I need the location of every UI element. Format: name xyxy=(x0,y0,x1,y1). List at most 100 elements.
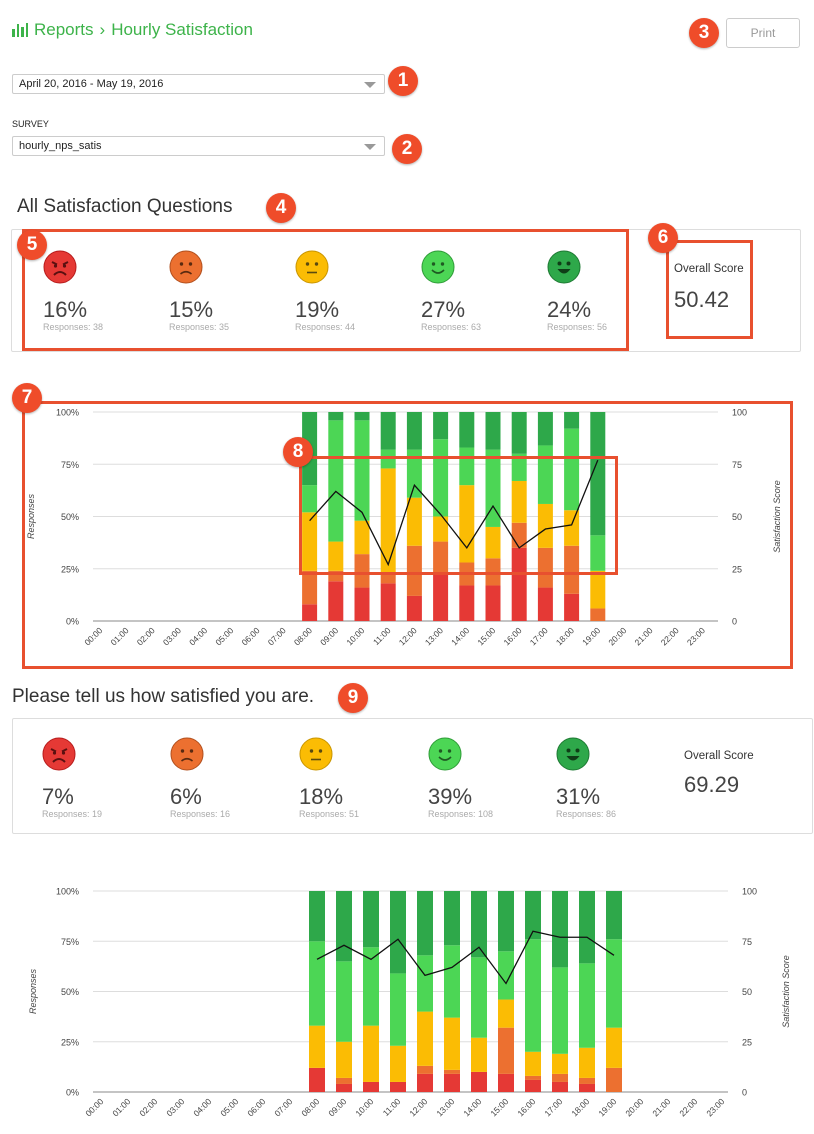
breadcrumb-separator: › xyxy=(99,20,106,39)
y2-tick-label: 100 xyxy=(732,408,747,418)
callout-badge: 6 xyxy=(648,223,678,253)
bar-segment xyxy=(579,1083,595,1092)
y-tick-label: 100% xyxy=(56,887,79,897)
bar-segment xyxy=(606,1067,622,1092)
bar-segment xyxy=(309,891,325,942)
bar-segment xyxy=(525,891,541,940)
bar-segment xyxy=(406,449,422,498)
y2-tick-label: 75 xyxy=(732,460,742,470)
unhappy-face-icon xyxy=(169,250,203,284)
bar-segment xyxy=(498,999,514,1028)
bar-segment xyxy=(471,891,487,958)
callout-badge: 9 xyxy=(338,683,368,713)
y-tick-label: 25% xyxy=(61,1037,79,1047)
bar-segment xyxy=(380,468,396,573)
y-axis-label: Responses xyxy=(26,493,36,539)
bar-segment xyxy=(406,412,422,450)
rating-responses: Responses: 44 xyxy=(295,322,356,332)
bar-segment xyxy=(525,939,541,1052)
bar-segment xyxy=(511,547,527,621)
neutral-face-icon xyxy=(299,737,333,771)
chart-highlight-box xyxy=(22,401,793,669)
very-happy-face-icon xyxy=(547,250,581,284)
rating-responses: Responses: 19 xyxy=(42,809,103,819)
rating-responses: Responses: 56 xyxy=(547,322,608,332)
y-tick-label: 0% xyxy=(66,617,79,627)
bar-segment xyxy=(485,585,501,621)
bar-segment xyxy=(417,891,433,956)
very-unhappy-face-icon xyxy=(42,737,76,771)
rating-responses: Responses: 35 xyxy=(169,322,230,332)
score-line-highlight-box xyxy=(299,456,618,575)
bar-segment xyxy=(302,485,318,513)
bar-segment xyxy=(552,1053,568,1074)
print-button[interactable]: Print xyxy=(726,18,800,48)
bar-segment xyxy=(328,541,344,571)
bar-segment xyxy=(328,412,344,421)
bar-segment xyxy=(433,541,449,573)
breadcrumb-reports-link[interactable]: Reports xyxy=(34,20,94,39)
survey-value: hourly_nps_satis xyxy=(19,140,102,152)
bar-segment xyxy=(406,497,422,546)
bar-segment xyxy=(390,1081,406,1092)
x-tick-label: 08:00 xyxy=(299,1096,321,1118)
y-tick-label: 75% xyxy=(61,937,79,947)
bar-segment xyxy=(363,947,379,1026)
date-range-select[interactable]: April 20, 2016 - May 19, 2016 xyxy=(12,74,385,94)
bar-segment xyxy=(309,1025,325,1068)
bar-segment xyxy=(471,957,487,1038)
rating-percent: 7% xyxy=(42,784,74,809)
bar-segment xyxy=(498,951,514,1000)
unhappy-face-icon xyxy=(170,737,204,771)
bar-segment xyxy=(590,608,606,621)
rating-percent: 18% xyxy=(299,784,344,809)
bar-segment xyxy=(444,945,460,1018)
bar-segment xyxy=(380,449,396,469)
bar-segment xyxy=(328,570,344,582)
bar-segment xyxy=(363,1081,379,1092)
bar-segment xyxy=(552,1081,568,1092)
survey-select[interactable]: hourly_nps_satis xyxy=(12,136,385,156)
callout-badge: 5 xyxy=(17,230,47,260)
page-title: Hourly Satisfaction xyxy=(111,20,253,39)
x-tick-label: 23:00 xyxy=(704,1096,726,1118)
bar-segment xyxy=(552,1073,568,1082)
bar-segment xyxy=(537,503,553,548)
rating-percent: 19% xyxy=(295,297,340,322)
bar-segment xyxy=(564,545,580,594)
bar-segment xyxy=(336,1083,352,1092)
bar-segment xyxy=(417,1011,433,1066)
bar-segment xyxy=(511,480,527,523)
y-tick-label: 50% xyxy=(61,987,79,997)
x-tick-label: 12:00 xyxy=(407,1096,429,1118)
summary-panel xyxy=(12,718,813,834)
x-tick-label: 19:00 xyxy=(596,1096,618,1118)
bar-segment xyxy=(590,412,606,536)
rating-percent: 16% xyxy=(43,297,88,322)
section-title: All Satisfaction Questions xyxy=(17,196,233,217)
x-tick-label: 11:00 xyxy=(381,1096,403,1118)
bar-segment xyxy=(552,891,568,968)
callout-badge: 4 xyxy=(266,193,296,223)
bar-segment xyxy=(433,572,449,621)
x-tick-label: 14:00 xyxy=(461,1096,483,1118)
rating-percent: 15% xyxy=(169,297,214,322)
x-tick-label: 16:00 xyxy=(515,1096,537,1118)
bar-segment xyxy=(444,1073,460,1092)
bar-segment xyxy=(485,558,501,586)
bar-segment xyxy=(309,1067,325,1092)
bar-segment xyxy=(354,587,370,621)
y2-axis-label: Satisfaction Score xyxy=(781,955,791,1028)
x-tick-label: 15:00 xyxy=(488,1096,510,1118)
y2-tick-label: 25 xyxy=(742,1037,752,1047)
survey-label: SURVEY xyxy=(12,119,49,129)
bar-segment xyxy=(433,516,449,542)
y-tick-label: 100% xyxy=(56,408,79,418)
y-axis-label: Responses xyxy=(28,968,38,1014)
x-tick-label: 09:00 xyxy=(326,1096,348,1118)
x-tick-label: 03:00 xyxy=(164,1096,186,1118)
x-tick-label: 00:00 xyxy=(83,1096,105,1118)
very-unhappy-face-icon xyxy=(43,250,77,284)
bar-segment xyxy=(380,412,396,450)
x-tick-label: 10:00 xyxy=(353,1096,375,1118)
